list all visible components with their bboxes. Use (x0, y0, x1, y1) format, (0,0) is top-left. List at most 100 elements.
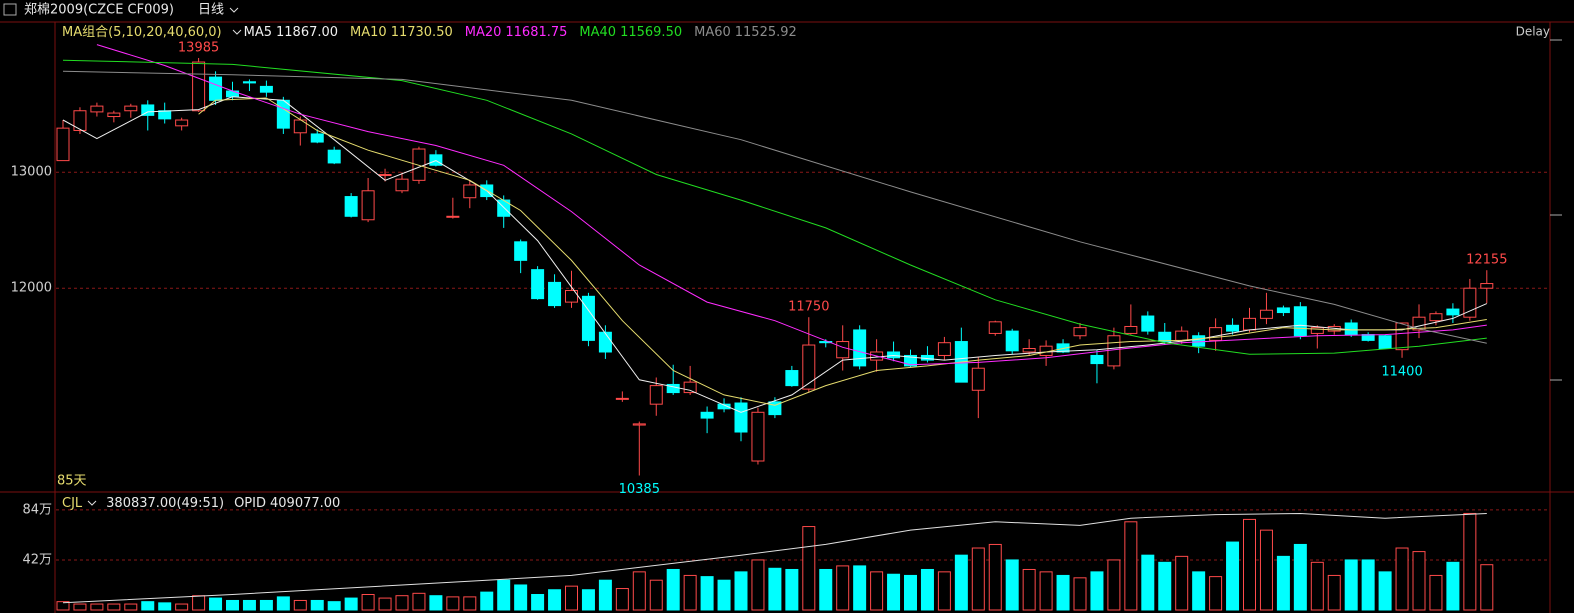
candle-body (988, 321, 1002, 334)
period[interactable]: 日线 (198, 3, 224, 18)
candle-body (1293, 306, 1307, 337)
volume-panel (56, 509, 1549, 611)
volume-bar (175, 603, 189, 611)
low-label: 11400 (1381, 364, 1422, 379)
indicator[interactable]: CJL (62, 496, 83, 511)
candle-body (175, 119, 189, 127)
volume-bar (1395, 547, 1409, 611)
candle-body (904, 354, 917, 367)
volume-bar (242, 599, 256, 611)
y-tick-label: 13000 (11, 165, 52, 180)
candle-body (785, 370, 799, 387)
y-tick-label: 84万 (22, 502, 52, 517)
candle-body (971, 367, 985, 391)
volume-bar (649, 579, 663, 611)
volume-bar (1480, 564, 1494, 611)
ma-legend: MA组合(5,10,20,40,60,0) MA5 11867.00 MA10 1173… (62, 25, 797, 40)
legend-name: MA20 (465, 25, 502, 40)
legend-value: 11525.92 (735, 25, 797, 40)
candle-body (1107, 335, 1121, 367)
candle-body (1209, 327, 1223, 341)
volume-bar (920, 568, 934, 611)
volume-bar (1412, 551, 1426, 611)
volume-bar (429, 595, 443, 611)
days-label: 85天 (57, 474, 87, 489)
volume-bar (751, 559, 765, 611)
candle-body (378, 174, 392, 177)
volume-bar (192, 595, 206, 611)
ma-line (198, 97, 1487, 406)
legend-dropdown[interactable] (232, 29, 242, 35)
volume-bar (293, 599, 307, 611)
labels: 12000 13000 13985 11750 12155 10385 11400 85天 MA… (11, 25, 1508, 568)
candle-body (344, 196, 358, 217)
volume-bar (1175, 555, 1189, 611)
candle-body (548, 281, 562, 307)
volume-bar (785, 568, 799, 611)
volume-bar (90, 603, 104, 611)
volume-bar (700, 576, 714, 611)
candle-body (937, 342, 951, 356)
volume-bar (1073, 577, 1087, 611)
candle-body (1480, 283, 1494, 289)
y-tick-label: 12000 (11, 281, 52, 296)
legend-value: 11681.75 (505, 25, 567, 40)
candle-body (226, 90, 239, 98)
volume-bar (988, 543, 1002, 611)
period-dropdown[interactable] (229, 7, 239, 13)
candle-body (56, 127, 70, 162)
candle-body (446, 215, 460, 218)
candle-body (819, 341, 833, 344)
candle-body (209, 76, 223, 101)
candle-body (158, 110, 172, 120)
volume-bar (1107, 559, 1121, 611)
volume-bar (819, 568, 833, 611)
volume-bar (1005, 559, 1019, 611)
legend-name: MA10 (350, 25, 387, 40)
indicator-dropdown[interactable] (87, 500, 97, 506)
volume-bar (1446, 561, 1460, 611)
high-label: 12155 (1466, 253, 1507, 268)
candle-body (700, 411, 714, 419)
candle-body (598, 331, 612, 353)
menu-icon[interactable] (3, 3, 17, 16)
volume-bar (768, 567, 782, 611)
candle-body (632, 423, 646, 426)
candle-body (107, 112, 121, 118)
volume-bar (666, 568, 680, 611)
volume-bar (463, 596, 477, 611)
title-bar (0, 0, 1574, 20)
candle-body (1276, 307, 1290, 314)
volume-bar (480, 591, 494, 611)
volume-bar (1124, 521, 1138, 611)
volume-bar (904, 574, 917, 611)
legend-value: 409077.00 (270, 496, 340, 511)
legend-title[interactable]: MA组合(5,10,20,40,60,0) (62, 25, 222, 40)
volume-bar (1293, 543, 1307, 611)
ma-line (62, 59, 1487, 355)
readout: 380837.00(49:51) (106, 496, 224, 511)
volume-bar (531, 594, 545, 611)
symbol: 郑棉2009(CZCE CF009) (24, 3, 174, 18)
volume-bar (141, 601, 155, 611)
volume-bar (310, 599, 324, 611)
candle-body (259, 85, 273, 93)
volume-bar (56, 601, 70, 611)
volume-bar (107, 603, 121, 611)
candle-body (649, 385, 663, 405)
low-label: 10385 (619, 482, 660, 497)
volume-bar (209, 597, 223, 611)
legend-name: MA40 (579, 25, 616, 40)
volume-bar (598, 579, 612, 611)
candle-body (1378, 335, 1392, 350)
candle-body (1395, 322, 1409, 351)
candle-body (1344, 322, 1358, 336)
volume-bar (836, 565, 850, 611)
candle-body (276, 99, 290, 129)
volume-bar (446, 596, 460, 611)
candle-body (887, 351, 901, 359)
candle-body (514, 241, 528, 261)
volume-bar (1090, 571, 1104, 611)
candle-body (1310, 327, 1324, 334)
